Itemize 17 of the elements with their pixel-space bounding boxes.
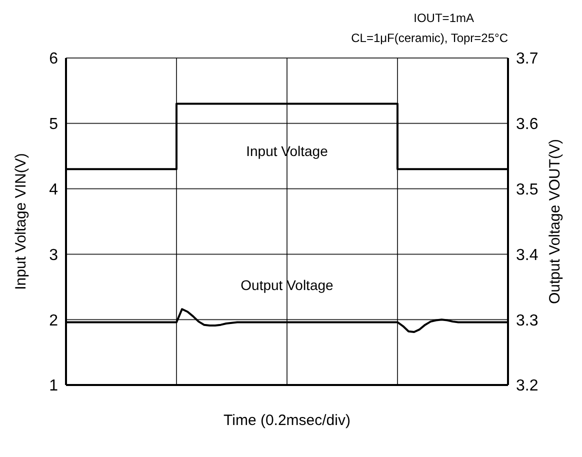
y2-tick-label: 3.4 <box>516 246 538 264</box>
y2-axis-title: Output Voltage VOUT(V) <box>546 138 564 304</box>
y-axis-title: Input Voltage VIN(V) <box>12 153 30 290</box>
y2-tick-label: 3.3 <box>516 312 538 330</box>
y2-tick-label: 3.6 <box>516 116 538 134</box>
y-tick-label: 5 <box>49 116 58 134</box>
text: IOUT=1mA <box>412 10 475 27</box>
y2-tick-label: 3.7 <box>516 50 538 68</box>
x-axis-title: Time (0.2msec/div) <box>224 412 350 429</box>
y-tick-label: 3 <box>49 246 58 264</box>
y-tick-label: 4 <box>49 181 58 198</box>
y2-tick-label: 3.5 <box>516 181 538 198</box>
text: CL=1μF(ceramic), Topr=25°C <box>350 30 508 47</box>
y-tick-label: 1 <box>49 378 58 395</box>
y-tick-label: 2 <box>49 312 58 330</box>
y-tick-label: 6 <box>49 50 58 68</box>
y2-tick-label: 3.2 <box>516 378 538 395</box>
